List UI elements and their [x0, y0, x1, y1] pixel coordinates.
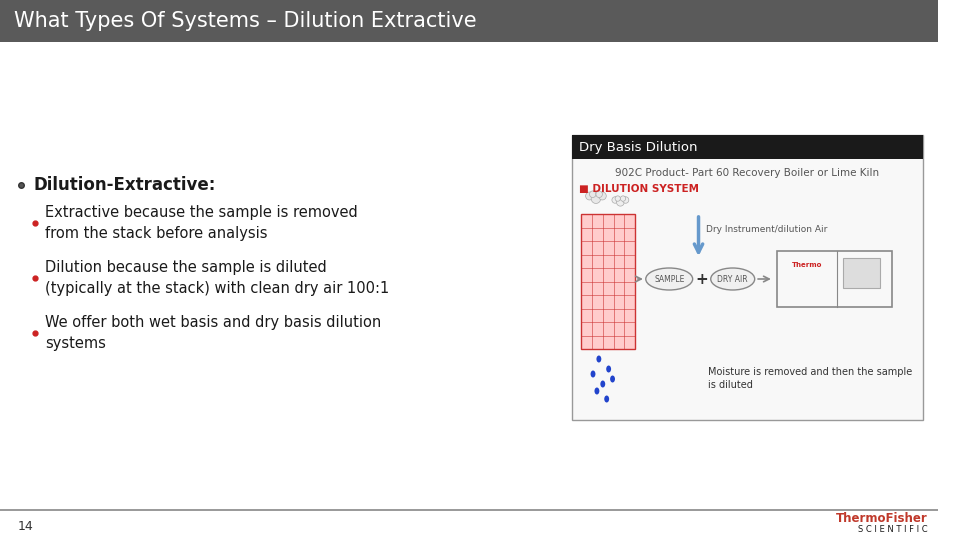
Circle shape [615, 196, 620, 201]
Text: Thermo: Thermo [792, 262, 822, 268]
Circle shape [598, 192, 607, 200]
Text: SAMPLE: SAMPLE [654, 274, 684, 284]
Ellipse shape [611, 375, 615, 382]
Text: +: + [695, 272, 708, 287]
Text: Dry Instrument/dilution Air: Dry Instrument/dilution Air [707, 225, 828, 233]
Ellipse shape [600, 381, 605, 388]
Text: 14: 14 [17, 519, 34, 532]
FancyBboxPatch shape [582, 214, 635, 349]
Circle shape [589, 191, 596, 198]
FancyBboxPatch shape [843, 258, 880, 288]
FancyBboxPatch shape [777, 251, 892, 307]
Text: ThermoFisher: ThermoFisher [836, 511, 928, 524]
Ellipse shape [594, 388, 599, 395]
Ellipse shape [710, 268, 755, 290]
Circle shape [591, 194, 601, 204]
Circle shape [586, 192, 593, 200]
FancyBboxPatch shape [0, 0, 938, 42]
Circle shape [616, 198, 624, 206]
Text: Dilution because the sample is diluted
(typically at the stack) with clean dry a: Dilution because the sample is diluted (… [45, 260, 389, 296]
Text: What Types Of Systems – Dilution Extractive: What Types Of Systems – Dilution Extract… [13, 11, 476, 31]
Text: We offer both wet basis and dry basis dilution
systems: We offer both wet basis and dry basis di… [45, 315, 381, 351]
Text: S C I E N T I F I C: S C I E N T I F I C [858, 524, 928, 534]
Text: Moisture is removed and then the sample
is diluted: Moisture is removed and then the sample … [708, 367, 913, 390]
Circle shape [612, 197, 618, 203]
Text: DRY AIR: DRY AIR [717, 274, 748, 284]
Text: Dilution-Extractive:: Dilution-Extractive: [34, 176, 216, 194]
Text: ■ DILUTION SYSTEM: ■ DILUTION SYSTEM [579, 184, 699, 194]
Ellipse shape [596, 355, 601, 362]
Text: Dry Basis Dilution: Dry Basis Dilution [579, 140, 698, 153]
Ellipse shape [646, 268, 693, 290]
Ellipse shape [590, 370, 595, 377]
Circle shape [622, 197, 629, 203]
Circle shape [620, 196, 626, 201]
Circle shape [596, 191, 602, 198]
Ellipse shape [604, 395, 610, 402]
FancyBboxPatch shape [571, 135, 924, 159]
FancyBboxPatch shape [571, 135, 924, 420]
Text: Extractive because the sample is removed
from the stack before analysis: Extractive because the sample is removed… [45, 205, 358, 241]
Text: 902C Product- Part 60 Recovery Boiler or Lime Kiln: 902C Product- Part 60 Recovery Boiler or… [615, 168, 879, 178]
Ellipse shape [606, 366, 612, 373]
